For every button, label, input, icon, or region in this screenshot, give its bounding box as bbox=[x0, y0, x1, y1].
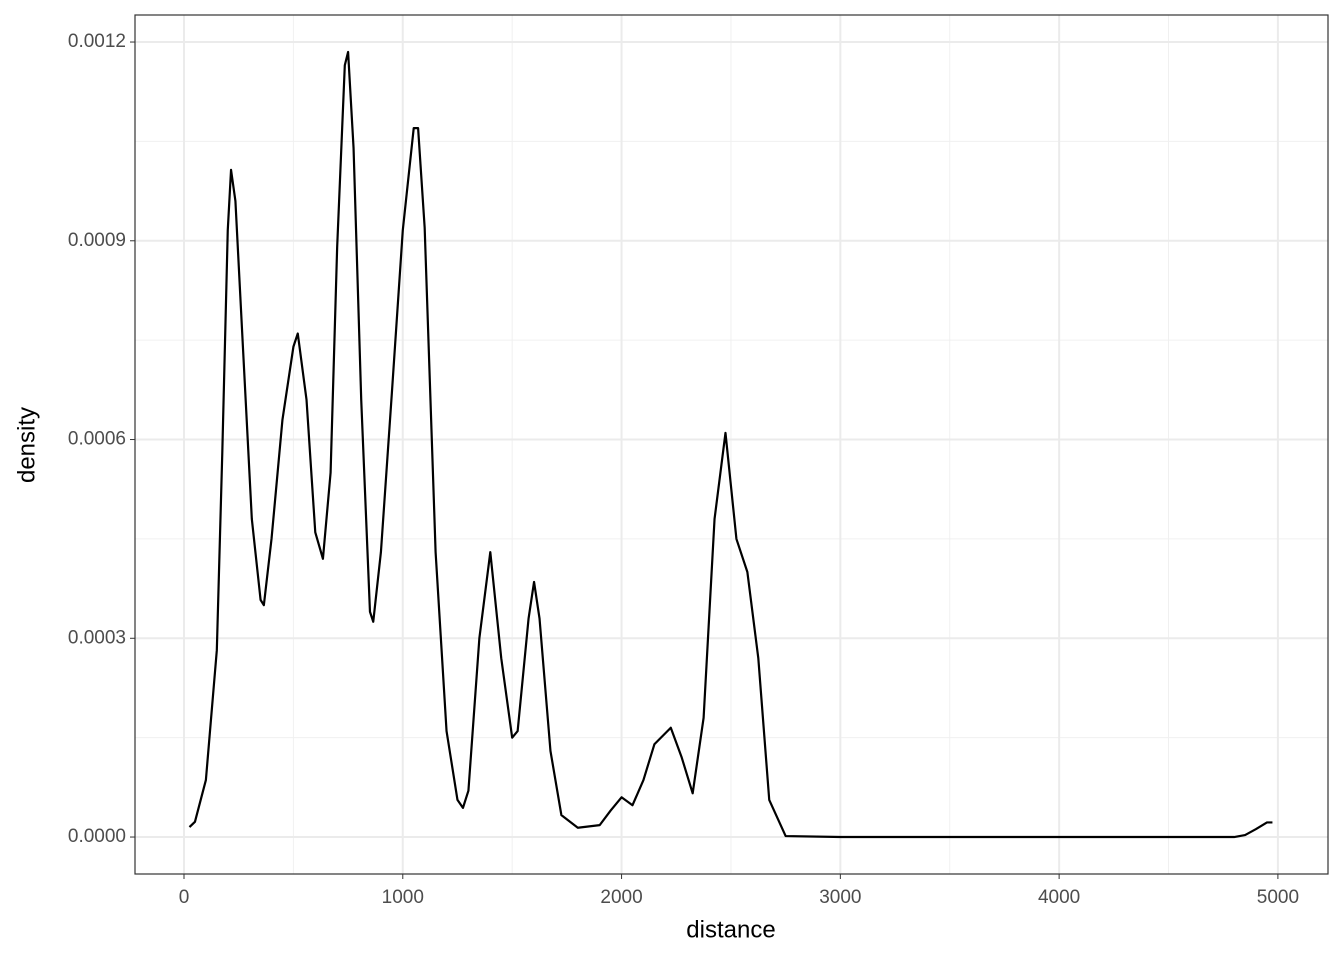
x-tick-label: 0 bbox=[179, 887, 190, 908]
density-line bbox=[188, 50, 1273, 839]
x-tick-label: 5000 bbox=[1257, 887, 1299, 908]
panel-border bbox=[134, 14, 1329, 875]
x-axis-title: distance bbox=[686, 916, 775, 943]
y-tick-label: 0.0006 bbox=[68, 429, 126, 450]
x-tick-label: 3000 bbox=[819, 887, 861, 908]
y-tick-label: 0.0000 bbox=[68, 826, 126, 847]
x-tick-label: 2000 bbox=[600, 887, 642, 908]
y-tick-label: 0.0012 bbox=[68, 31, 126, 52]
y-tick-label: 0.0009 bbox=[68, 230, 126, 251]
x-tick-label: 4000 bbox=[1038, 887, 1080, 908]
y-axis-title: density bbox=[13, 407, 40, 483]
y-tick-label: 0.0003 bbox=[68, 627, 126, 648]
x-tick-label: 1000 bbox=[382, 887, 424, 908]
